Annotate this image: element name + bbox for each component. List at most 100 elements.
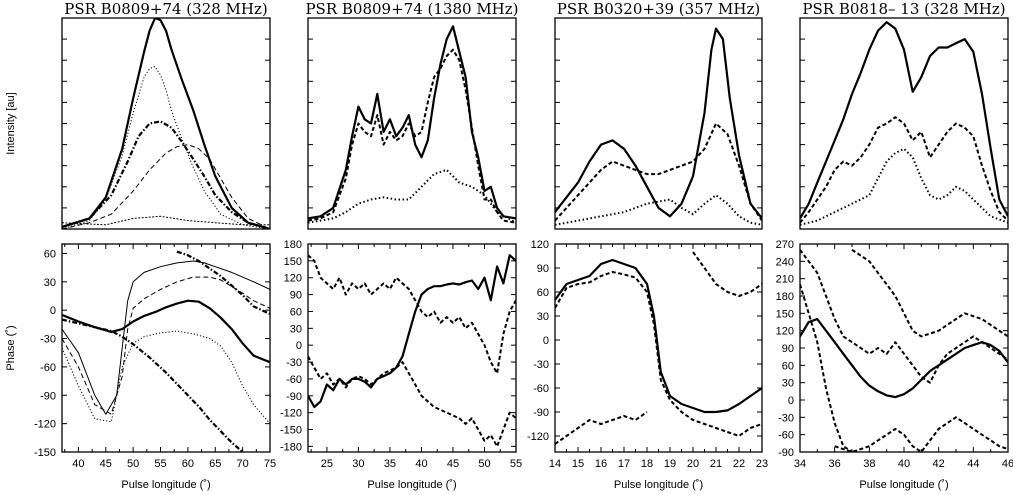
series-line-p2-2 [308, 168, 516, 224]
plot-frame [307, 243, 517, 453]
x-tick-label-p6-50: 50 [478, 458, 490, 470]
y-tick-label-p8-180: 180 [776, 291, 794, 303]
series-line-p1-4 [62, 215, 270, 226]
y-axis-label-p1: Intensity [au] [5, 92, 17, 154]
y-tick-label-p5-0: 0 [50, 305, 56, 317]
x-tick-label-p7-20: 20 [687, 458, 699, 470]
panel-title-p4: PSR B0818– 13 (328 MHz) [802, 0, 1005, 18]
y-tick-label-p5-30: 30 [44, 277, 56, 289]
panel-title-p2: PSR B0809+74 (1380 MHz) [305, 0, 518, 18]
panel-p3: PSR B0320+39 (357 MHz) [554, 0, 763, 230]
x-axis-label-p8: Pulse longitude (˚) [859, 479, 948, 491]
y-tick-label-p6-30: 30 [290, 323, 302, 335]
x-tick-label-p8-46: 46 [1002, 458, 1013, 470]
series-line-p2-1 [308, 48, 516, 224]
x-tick-label-p7-19: 19 [664, 458, 676, 470]
y-tick-label-p7-120: 120 [531, 239, 549, 251]
y-tick-label-p5-90: -90 [40, 390, 56, 402]
y-tick-label-p6-30: -30 [286, 357, 302, 369]
series-line-p3-2 [555, 194, 762, 226]
y-tick-label-p8-0: 0 [788, 395, 794, 407]
x-tick-label-p8-38: 38 [863, 458, 875, 470]
y-tick-label-p6-120: -120 [280, 408, 302, 420]
panel-p6: 180 150 120 90 60 30 0 -30 -60 -90 -120 -150 -180 25 3… [280, 239, 522, 491]
y-tick-label-p7-60: -60 [533, 383, 549, 395]
series-line-p8-3 [851, 248, 1008, 338]
x-tick-label-p5-45: 45 [100, 458, 112, 470]
x-tick-label-p6-45: 45 [447, 458, 459, 470]
x-tick-label-p7-15: 15 [572, 458, 584, 470]
y-tick-label-p5-60: -60 [40, 362, 56, 374]
series-line-p7-0 [555, 258, 762, 414]
x-tick-label-p6-55: 55 [510, 458, 522, 470]
y-tick-label-p5-120: -120 [34, 419, 56, 431]
series-line-p2-0 [308, 25, 516, 220]
series-line-p7-2 [692, 251, 762, 297]
y-tick-label-p6-150: 150 [284, 256, 302, 268]
x-tick-label-p7-14: 14 [549, 458, 561, 470]
series-line-p6-1 [308, 254, 516, 375]
plot-frame [799, 243, 1009, 453]
x-tick-label-p7-21: 21 [710, 458, 722, 470]
y-tick-label-p6-0: 0 [296, 340, 302, 352]
series-line-p4-2 [800, 147, 1008, 226]
series-line-p1-1 [62, 66, 270, 229]
series-line-p5-1 [62, 318, 246, 452]
y-tick-label-p8-240: 240 [776, 256, 794, 268]
x-tick-label-p7-22: 22 [733, 458, 745, 470]
y-tick-label-p8-60: -60 [778, 430, 794, 442]
y-tick-label-p8-120: 120 [776, 326, 794, 338]
series-line-p6-2 [308, 355, 516, 448]
x-axis-label-p6: Pulse longitude (˚) [367, 479, 456, 491]
y-tick-label-p7-60: 60 [537, 287, 549, 299]
y-tick-label-p7-90: 90 [537, 263, 549, 275]
series-line-p8-2 [800, 284, 853, 452]
series-line-p4-1 [800, 116, 1008, 224]
panel-title-p1: PSR B0809+74 (328 MHz) [64, 0, 268, 18]
x-tick-label-p6-35: 35 [384, 458, 396, 470]
y-tick-label-p7-30: -30 [533, 359, 549, 371]
x-tick-label-p7-23: 23 [756, 458, 768, 470]
plot-frame [554, 17, 763, 230]
y-tick-label-p7-120: -120 [527, 431, 549, 443]
x-tick-label-p5-60: 60 [182, 458, 194, 470]
series-line-p8-1 [800, 249, 1008, 384]
x-tick-label-p7-16: 16 [595, 458, 607, 470]
x-tick-label-p5-70: 70 [237, 458, 249, 470]
x-tick-label-p5-55: 55 [154, 458, 166, 470]
series-line-p5-0 [62, 299, 270, 364]
panel-p2: PSR B0809+74 (1380 MHz) [305, 0, 519, 230]
panel-p1: PSR B0809+74 (328 MHz) Intensity [au] [5, 0, 271, 230]
x-tick-label-p8-40: 40 [898, 458, 910, 470]
x-tick-label-p8-42: 42 [933, 458, 945, 470]
y-tick-label-p8-30: -30 [778, 412, 794, 424]
y-tick-label-p7-90: -90 [533, 407, 549, 419]
series-line-p5-3 [62, 260, 270, 415]
y-tick-label-p8-30: 30 [782, 378, 794, 390]
y-tick-label-p6-90: -90 [286, 391, 302, 403]
x-tick-label-p8-36: 36 [829, 458, 841, 470]
y-tick-label-p7-0: 0 [543, 335, 549, 347]
plot-frame [61, 243, 271, 453]
x-tick-label-p7-17: 17 [618, 458, 630, 470]
y-tick-label-p5-60: 60 [44, 248, 56, 260]
x-tick-label-p5-50: 50 [127, 458, 139, 470]
series-line-p5-5 [62, 330, 270, 424]
panel-p4: PSR B0818– 13 (328 MHz) [799, 0, 1009, 230]
series-line-p8-0 [800, 318, 1008, 399]
y-tick-label-p8-150: 150 [776, 308, 794, 320]
x-axis-label-p5: Pulse longitude (˚) [121, 479, 210, 491]
series-line-p5-4 [62, 276, 270, 415]
series-line-p1-0 [62, 18, 270, 229]
y-tick-label-p8-270: 270 [776, 239, 794, 251]
x-tick-label-p8-44: 44 [967, 458, 979, 470]
panel-p7: 120 90 60 30 0 -30 -60 -90 -120 14 15 16 17 18 19 20 21 2… [527, 239, 768, 491]
x-axis-label-p7: Pulse longitude (˚) [614, 479, 703, 491]
y-tick-label-p8-60: 60 [782, 360, 794, 372]
y-tick-label-p6-60: -60 [286, 374, 302, 386]
y-tick-label-p8-90: 90 [782, 343, 794, 355]
panel-p5: 60 30 0 -30 -60 -90 -120 -150 40 45 50 55 60 65 70 75 Pu… [5, 243, 276, 491]
x-tick-label-p6-40: 40 [415, 458, 427, 470]
